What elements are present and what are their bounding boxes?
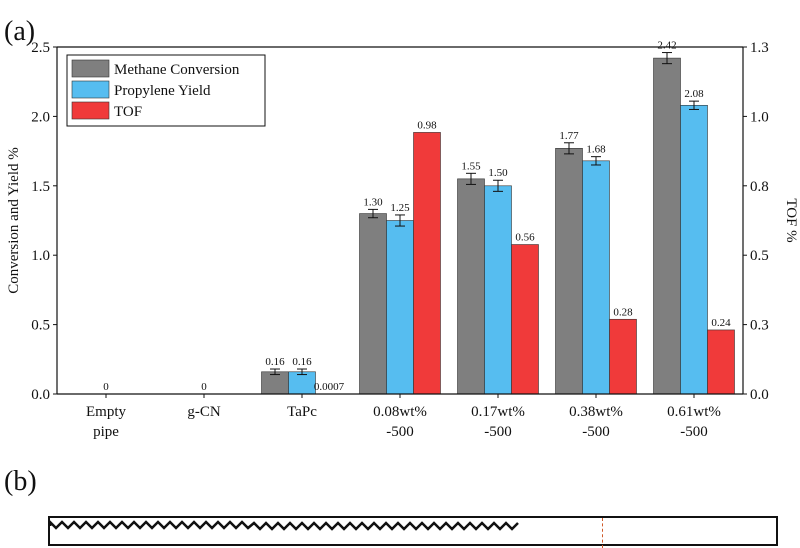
bar — [414, 132, 441, 394]
data-label: 1.25 — [390, 202, 410, 214]
bar — [708, 330, 735, 394]
panel-b-trace — [50, 520, 610, 534]
bar — [262, 372, 289, 394]
data-label: 0.24 — [711, 317, 731, 329]
legend-swatch — [72, 81, 109, 98]
bar — [556, 148, 583, 394]
x-tick-label: -500 — [484, 424, 512, 440]
data-label: 2.08 — [684, 88, 704, 100]
bar — [583, 161, 610, 394]
y-tick-label-right: 0.8 — [750, 179, 769, 195]
data-label: 0 — [201, 381, 207, 393]
x-tick-label: Empty — [86, 404, 126, 420]
bar — [681, 105, 708, 394]
y-tick-label-left: 2.0 — [31, 109, 50, 125]
bar-chart: 0 0 0.16 1.30 1.55 1.77 2.42 0.16 1.25 1.50 1.68 2.… — [0, 0, 800, 500]
legend-label: Propylene Yield — [114, 83, 211, 99]
x-tick-label: -500 — [680, 424, 708, 440]
data-label: 0.16 — [292, 356, 312, 368]
y-axis-title-left: Conversion and Yield % — [6, 147, 22, 294]
data-label: 2.42 — [657, 40, 676, 52]
x-tick-label: 0.38wt% — [569, 404, 623, 420]
panel-b-trace-line — [50, 522, 518, 529]
legend-swatch — [72, 102, 109, 119]
legend-label: Methane Conversion — [114, 62, 240, 78]
bar — [360, 214, 387, 394]
y-tick-label-right: 0.5 — [750, 248, 769, 264]
data-label: 1.50 — [488, 167, 508, 179]
data-label: 0 — [103, 381, 109, 393]
data-label: 0.56 — [515, 232, 535, 244]
panel-label-b: (b) — [4, 466, 37, 498]
bar — [387, 221, 414, 395]
y-tick-label-left: 0.5 — [31, 318, 50, 334]
y-tick-label-left: 1.5 — [31, 179, 50, 195]
y-tick-label-right: 0.3 — [750, 318, 769, 334]
legend-swatch — [72, 60, 109, 77]
bar — [289, 372, 316, 394]
data-label: 1.55 — [461, 160, 481, 172]
x-tick-label: TaPc — [287, 404, 317, 420]
data-label: 0.28 — [613, 306, 633, 318]
y-axis-title-right: TOF % — [783, 198, 799, 242]
x-tick-label: -500 — [386, 424, 414, 440]
x-tick-label: 0.17wt% — [471, 404, 525, 420]
bar — [458, 179, 485, 394]
data-label: 0.98 — [417, 119, 437, 131]
legend-label: TOF — [114, 104, 142, 120]
bar — [610, 319, 637, 394]
data-label: 0.16 — [265, 356, 285, 368]
bar — [485, 186, 512, 394]
x-tick-label: 0.08wt% — [373, 404, 427, 420]
y-tick-label-right: 1.0 — [750, 109, 769, 125]
panel-label-a: (a) — [4, 16, 35, 48]
y-tick-label-left: 0.0 — [31, 387, 50, 403]
y-tick-label-right: 0.0 — [750, 387, 769, 403]
data-label: 0.0007 — [314, 381, 345, 393]
x-tick-label: pipe — [93, 424, 119, 440]
bar — [512, 245, 539, 394]
data-label: 1.77 — [559, 130, 579, 142]
bar — [654, 58, 681, 394]
y-tick-label-right: 1.3 — [750, 40, 769, 56]
panel-b-divider — [602, 518, 603, 548]
x-tick-label: g-CN — [187, 404, 221, 420]
data-label: 1.68 — [586, 144, 606, 156]
x-tick-label: 0.61wt% — [667, 404, 721, 420]
y-tick-label-left: 1.0 — [31, 248, 50, 264]
panel-b-plot-frame — [48, 516, 778, 546]
x-tick-label: -500 — [582, 424, 610, 440]
data-label: 1.30 — [363, 196, 383, 208]
